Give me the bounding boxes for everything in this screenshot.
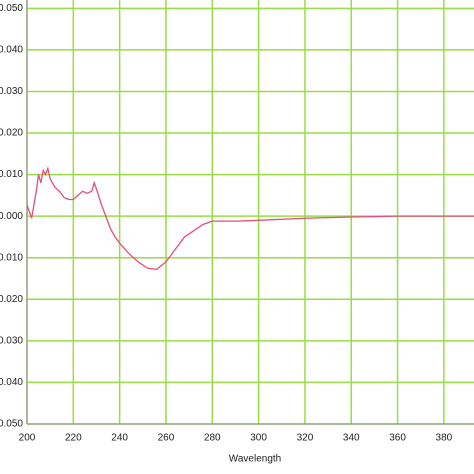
y-tick-label: 0.050 xyxy=(0,3,23,14)
x-tick-label: 360 xyxy=(389,433,406,444)
y-tick-label: 0.020 xyxy=(0,128,23,139)
x-tick-label: 260 xyxy=(158,433,175,444)
y-tick-label: 0.040 xyxy=(0,45,23,56)
x-tick-label: 240 xyxy=(111,433,128,444)
x-tick-label: 220 xyxy=(65,433,82,444)
line xyxy=(26,166,474,271)
x-tick-label: 300 xyxy=(250,433,267,444)
x-axis-label: Wavelength xyxy=(229,454,281,465)
y-tick-label: -0.040 xyxy=(0,377,23,388)
x-tick-label: 340 xyxy=(343,433,360,444)
y-tick-label: 0.030 xyxy=(0,86,23,97)
x-tick-label: 200 xyxy=(19,433,36,444)
y-tick-label: 0.010 xyxy=(0,169,23,180)
y-tick-label: -0.020 xyxy=(0,294,23,305)
y-tick-label: 0.000 xyxy=(0,211,23,222)
x-tick-label: 380 xyxy=(436,433,453,444)
x-tick-label: 280 xyxy=(204,433,221,444)
x-tick-label: 320 xyxy=(297,433,314,444)
y-tick-label: -0.050 xyxy=(0,419,23,430)
y-tick-label: -0.030 xyxy=(0,336,23,347)
y-tick-label: -0.010 xyxy=(0,252,23,263)
